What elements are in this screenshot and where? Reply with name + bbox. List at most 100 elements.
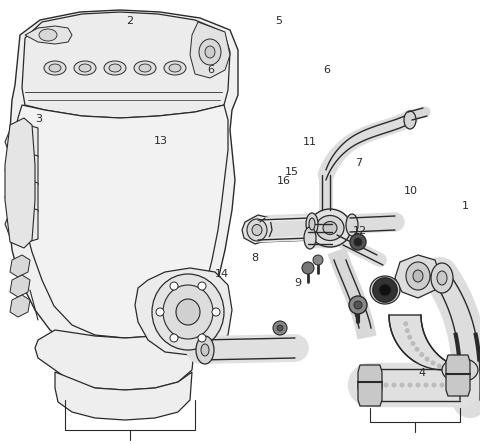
Text: 14: 14 xyxy=(215,270,229,279)
Text: 16: 16 xyxy=(277,176,291,186)
Ellipse shape xyxy=(164,61,186,75)
Text: 4: 4 xyxy=(419,368,426,378)
Circle shape xyxy=(198,334,206,342)
Text: 5: 5 xyxy=(275,16,282,26)
Circle shape xyxy=(403,321,408,326)
Circle shape xyxy=(156,308,164,316)
Circle shape xyxy=(415,347,420,352)
Ellipse shape xyxy=(306,213,318,235)
Circle shape xyxy=(416,382,420,388)
Polygon shape xyxy=(55,372,192,420)
Polygon shape xyxy=(5,207,38,242)
Ellipse shape xyxy=(346,214,358,236)
Circle shape xyxy=(410,341,416,346)
Circle shape xyxy=(392,382,396,388)
Circle shape xyxy=(375,382,381,388)
Circle shape xyxy=(212,308,220,316)
Ellipse shape xyxy=(49,64,61,72)
Text: 11: 11 xyxy=(302,137,317,147)
Polygon shape xyxy=(25,26,72,44)
Ellipse shape xyxy=(442,358,478,382)
Ellipse shape xyxy=(79,64,91,72)
Ellipse shape xyxy=(309,218,315,230)
Text: 15: 15 xyxy=(284,167,299,177)
Polygon shape xyxy=(395,255,440,298)
Circle shape xyxy=(407,335,412,340)
Ellipse shape xyxy=(252,225,262,235)
Polygon shape xyxy=(5,118,35,248)
Ellipse shape xyxy=(437,271,447,285)
Polygon shape xyxy=(35,330,195,390)
Circle shape xyxy=(349,296,367,314)
Ellipse shape xyxy=(104,61,126,75)
Circle shape xyxy=(440,382,444,388)
Ellipse shape xyxy=(247,219,267,241)
Text: 10: 10 xyxy=(403,186,418,196)
Text: 2: 2 xyxy=(126,16,133,26)
Circle shape xyxy=(354,301,362,309)
Circle shape xyxy=(354,238,362,246)
Ellipse shape xyxy=(109,64,121,72)
Ellipse shape xyxy=(323,222,337,234)
Circle shape xyxy=(432,382,436,388)
Circle shape xyxy=(425,357,430,361)
Text: 8: 8 xyxy=(251,253,258,262)
Ellipse shape xyxy=(152,274,224,350)
Polygon shape xyxy=(242,215,272,244)
Text: 12: 12 xyxy=(353,226,367,236)
Polygon shape xyxy=(5,125,38,160)
Text: 6: 6 xyxy=(323,65,330,75)
Circle shape xyxy=(399,382,405,388)
Polygon shape xyxy=(5,180,38,215)
Ellipse shape xyxy=(39,29,57,41)
Circle shape xyxy=(437,364,442,369)
Text: 7: 7 xyxy=(356,159,362,168)
Circle shape xyxy=(198,282,206,290)
Ellipse shape xyxy=(176,299,200,325)
Ellipse shape xyxy=(199,39,221,65)
Text: 3: 3 xyxy=(35,114,42,124)
Circle shape xyxy=(273,321,287,335)
Ellipse shape xyxy=(358,368,382,404)
Circle shape xyxy=(379,284,391,296)
Ellipse shape xyxy=(316,215,344,241)
Ellipse shape xyxy=(163,285,213,339)
Polygon shape xyxy=(190,22,230,78)
Circle shape xyxy=(350,234,366,250)
Polygon shape xyxy=(10,255,30,277)
Circle shape xyxy=(313,255,323,265)
Ellipse shape xyxy=(205,46,215,58)
Circle shape xyxy=(379,284,391,296)
Polygon shape xyxy=(5,153,38,188)
Circle shape xyxy=(373,278,397,302)
Ellipse shape xyxy=(201,344,209,356)
Polygon shape xyxy=(10,275,30,297)
Text: 9: 9 xyxy=(294,278,301,288)
Circle shape xyxy=(384,382,388,388)
Ellipse shape xyxy=(196,336,214,364)
Text: 13: 13 xyxy=(154,136,168,146)
Ellipse shape xyxy=(44,61,66,75)
Polygon shape xyxy=(14,105,228,338)
Text: 6: 6 xyxy=(208,65,215,75)
Polygon shape xyxy=(446,355,470,396)
Ellipse shape xyxy=(365,378,375,394)
Polygon shape xyxy=(135,268,232,355)
Polygon shape xyxy=(8,10,238,355)
Ellipse shape xyxy=(304,227,316,249)
Circle shape xyxy=(405,328,410,333)
Circle shape xyxy=(408,382,412,388)
Circle shape xyxy=(423,382,429,388)
Circle shape xyxy=(277,325,283,331)
Circle shape xyxy=(373,278,397,302)
Circle shape xyxy=(419,352,424,357)
Ellipse shape xyxy=(431,263,453,293)
Text: 1: 1 xyxy=(462,202,469,211)
Ellipse shape xyxy=(169,64,181,72)
Polygon shape xyxy=(389,315,476,370)
Ellipse shape xyxy=(134,61,156,75)
Circle shape xyxy=(447,382,453,388)
Circle shape xyxy=(170,282,178,290)
Ellipse shape xyxy=(139,64,151,72)
Circle shape xyxy=(431,361,435,365)
